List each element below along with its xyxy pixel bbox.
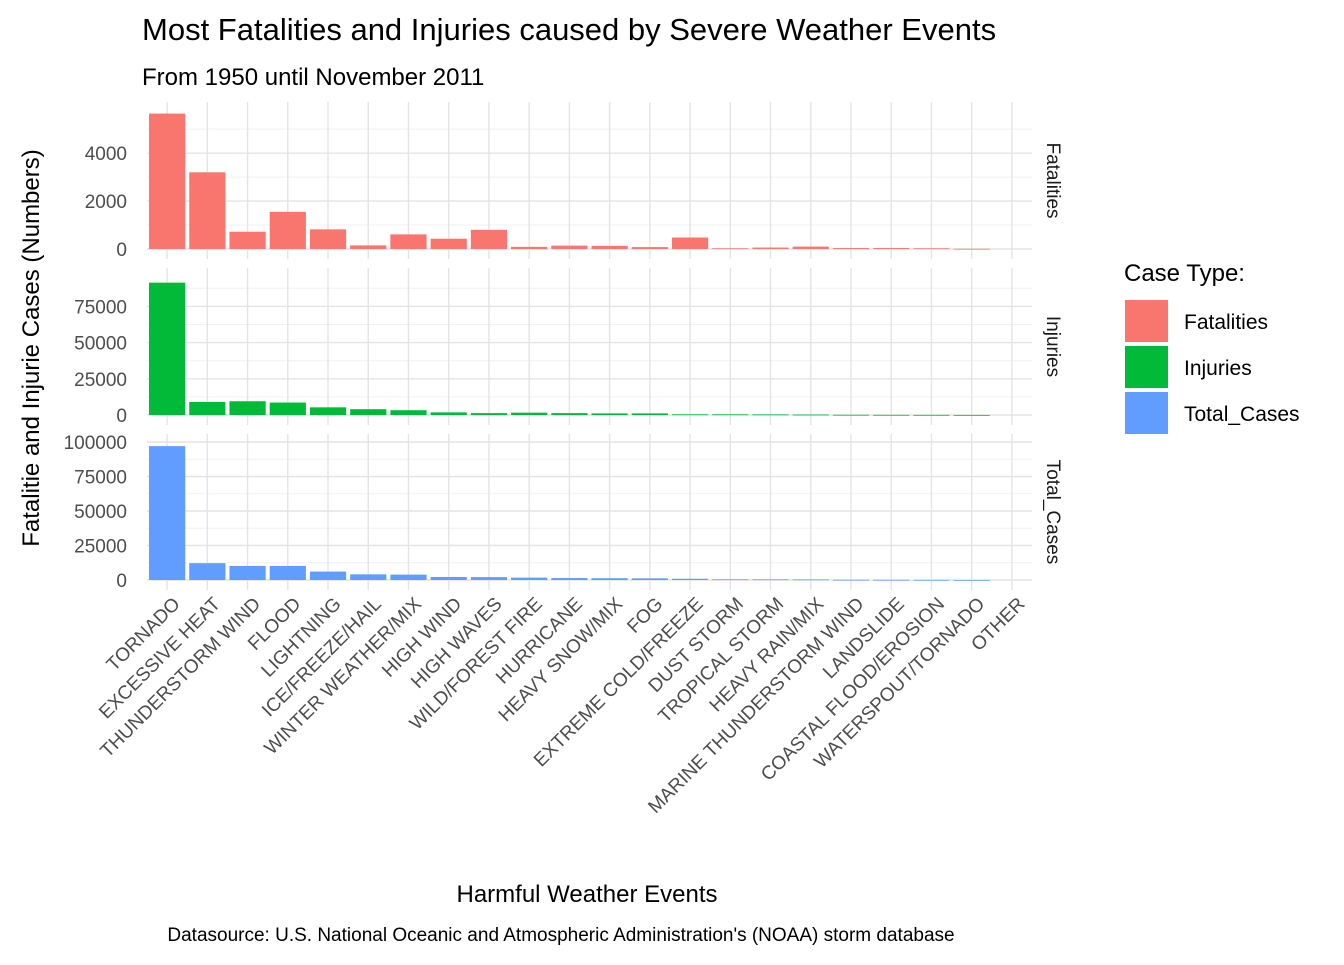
bar-fatalities-dust-storm	[712, 248, 749, 250]
bar-total-cases-tropical-storm	[752, 579, 789, 581]
bar-injuries-dust-storm	[712, 414, 749, 416]
bar-total-cases-high-wind	[430, 576, 467, 580]
legend-label: Injuries	[1184, 357, 1252, 380]
bar-total-cases-winter-weather-mix	[390, 574, 427, 580]
bar-total-cases-coastal-flood-erosion	[913, 579, 950, 581]
bar-fatalities-landslide	[873, 248, 910, 249]
bar-injuries-wild-forest-fire	[511, 412, 548, 415]
bar-injuries-landslide	[873, 414, 910, 416]
y-tick-label: 4000	[85, 144, 127, 165]
y-tick-label: 0	[116, 571, 127, 592]
legend-title: Case Type:	[1124, 260, 1245, 287]
y-tick-label: 0	[116, 240, 127, 261]
bar-total-cases-tornado	[149, 446, 186, 580]
bar-fatalities-flood	[269, 211, 306, 249]
bar-fatalities-excessive-heat	[189, 172, 226, 249]
bar-injuries-excessive-heat	[189, 401, 226, 415]
chart-subtitle: From 1950 until November 2011	[142, 64, 484, 91]
bar-total-cases-wild-forest-fire	[511, 577, 548, 580]
bar-injuries-winter-weather-mix	[390, 410, 427, 415]
y-tick-label: 2000	[85, 192, 127, 213]
bar-total-cases-hurricane	[551, 578, 588, 580]
legend-label: Total_Cases	[1184, 403, 1300, 426]
bar-injuries-marine-thunderstorm-wind	[832, 414, 870, 416]
bar-fatalities-fog	[631, 247, 668, 249]
bar-fatalities-tornado	[149, 113, 186, 250]
bar-fatalities-wild-forest-fire	[511, 246, 548, 249]
bar-injuries-tornado	[149, 282, 186, 415]
bar-total-cases-marine-thunderstorm-wind	[832, 579, 870, 581]
chart-title: Most Fatalities and Injuries caused by S…	[142, 12, 996, 47]
bar-injuries-high-waves	[470, 413, 508, 415]
bar-fatalities-coastal-flood-erosion	[913, 248, 950, 250]
facet-strip-label: Total_Cases	[1042, 460, 1063, 565]
bar-injuries-fog	[631, 413, 668, 415]
legend-label: Fatalities	[1184, 311, 1268, 334]
bar-injuries-ice-freeze-hail	[350, 409, 387, 415]
panel-injuries: 0 25000 50000 75000 Injuries	[74, 268, 1063, 427]
panel-fatalities: 0 2000 4000 Fatalities	[85, 102, 1063, 261]
y-tick-label: 100000	[64, 433, 127, 454]
bar-total-cases-fog	[631, 578, 668, 580]
y-tick-label: 25000	[74, 370, 127, 391]
facet-panels: 0 2000 4000 Fatalities 0 25000 50000 75000 Injur…	[64, 102, 1063, 592]
bar-total-cases-flood	[269, 565, 306, 580]
bar-fatalities-winter-weather-mix	[390, 234, 427, 249]
bar-total-cases-thunderstorm-wind	[229, 565, 266, 580]
bar-fatalities-thunderstorm-wind	[229, 231, 266, 249]
bar-injuries-hurricane	[551, 413, 588, 415]
bar-fatalities-ice-freeze-hail	[350, 245, 387, 249]
bar-injuries-flood	[269, 402, 306, 415]
y-tick-label: 0	[116, 406, 127, 427]
bar-fatalities-heavy-snow-mix	[591, 245, 628, 249]
bar-fatalities-waterspout-tornado	[953, 248, 990, 250]
bar-total-cases-high-waves	[470, 577, 508, 580]
y-tick-label: 75000	[74, 468, 127, 489]
bar-fatalities-tropical-storm	[752, 247, 789, 249]
facet-strip-label: Injuries	[1042, 316, 1063, 377]
bar-injuries-heavy-snow-mix	[591, 413, 628, 415]
chart-caption: Datasource: U.S. National Oceanic and At…	[167, 925, 954, 946]
bar-injuries-waterspout-tornado	[953, 414, 990, 416]
bar-total-cases-heavy-rain-mix	[792, 579, 829, 581]
bar-injuries-lightning	[309, 407, 347, 415]
legend: Case Type: Fatalities Injuries Total_Cases	[1124, 260, 1300, 434]
bar-injuries-heavy-rain-mix	[792, 414, 829, 416]
y-tick-label: 25000	[74, 537, 127, 558]
y-tick-label: 75000	[74, 297, 127, 318]
facet-strip-label: Fatalities	[1042, 142, 1063, 218]
bar-total-cases-excessive-heat	[189, 563, 226, 580]
bar-fatalities-lightning	[309, 229, 347, 249]
bar-total-cases-landslide	[873, 579, 910, 581]
bar-fatalities-high-waves	[470, 229, 508, 249]
bar-total-cases-waterspout-tornado	[953, 579, 990, 581]
bar-total-cases-lightning	[309, 571, 347, 580]
bar-total-cases-dust-storm	[712, 579, 749, 581]
panel-total-cases: 0 25000 50000 75000 100000 Total_Cases	[64, 433, 1063, 592]
bar-fatalities-marine-thunderstorm-wind	[832, 248, 870, 249]
x-axis-title: Harmful Weather Events	[457, 881, 718, 908]
bar-total-cases-extreme-cold-freeze	[671, 578, 709, 580]
y-axis-title: Fatalitie and Injurie Cases (Numbers)	[18, 149, 45, 547]
bar-total-cases-ice-freeze-hail	[350, 574, 387, 580]
legend-key-fatalities	[1125, 300, 1168, 342]
bar-injuries-extreme-cold-freeze	[671, 414, 709, 416]
bar-total-cases-heavy-snow-mix	[591, 578, 628, 580]
bar-injuries-high-wind	[430, 412, 467, 415]
bar-fatalities-high-wind	[430, 238, 467, 249]
bar-injuries-coastal-flood-erosion	[913, 414, 950, 416]
bar-injuries-tropical-storm	[752, 414, 789, 416]
legend-key-injuries	[1125, 346, 1168, 388]
x-tick-label: THUNDERSTORM WIND	[97, 594, 265, 762]
bar-fatalities-extreme-cold-freeze	[671, 237, 709, 249]
bar-fatalities-hurricane	[551, 245, 588, 249]
legend-key-total-cases	[1125, 392, 1168, 434]
bar-injuries-thunderstorm-wind	[229, 401, 266, 415]
y-tick-label: 50000	[74, 502, 127, 523]
bar-fatalities-heavy-rain-mix	[792, 246, 829, 249]
y-tick-label: 50000	[74, 334, 127, 355]
